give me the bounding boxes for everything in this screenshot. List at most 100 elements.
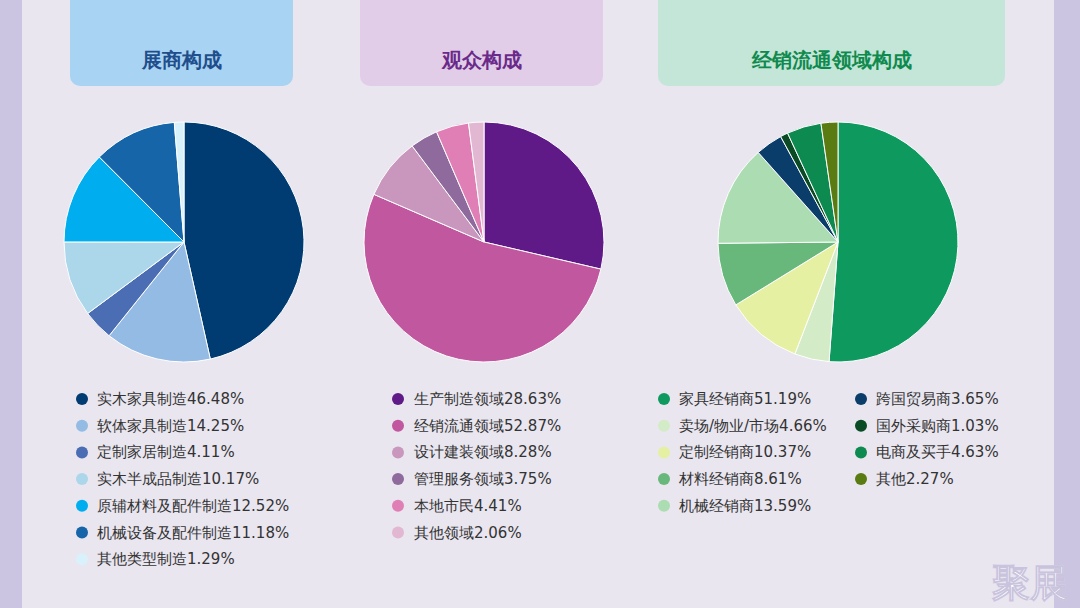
- legend-category: 国外采购商: [876, 417, 951, 435]
- legend-category: 生产制造领域: [414, 390, 504, 408]
- legend-value: 10.17%: [202, 470, 259, 488]
- legend-category: 材料经销商: [678, 470, 754, 488]
- legend-label: 机械经销商13.59%: [679, 497, 811, 515]
- legend-label: 其他领域2.06%: [414, 524, 522, 542]
- pie: [64, 122, 304, 362]
- legend-category: 其他类型制造: [97, 550, 187, 568]
- pie-slice: [829, 122, 958, 362]
- legend-category: 管理服务领域: [414, 470, 504, 488]
- pie: [364, 122, 604, 362]
- legend-swatch: [392, 473, 404, 485]
- legend-category: 原辅材料及配件制造: [97, 497, 232, 515]
- title-box: [70, 0, 293, 86]
- legend-value: 12.52%: [232, 497, 289, 515]
- legend-label: 材料经销商8.61%: [678, 470, 802, 488]
- legend-label: 跨国贸易商3.65%: [876, 390, 999, 408]
- legend-value: 51.19%: [754, 390, 811, 408]
- pie-slice: [99, 122, 184, 242]
- legend-label: 国外采购商1.03%: [876, 417, 999, 435]
- legend-value: 11.18%: [232, 524, 289, 542]
- title-box: [658, 0, 1005, 86]
- legend-category: 软体家具制造: [97, 417, 187, 435]
- legend-value: 2.27%: [906, 470, 954, 488]
- legend-value: 1.03%: [951, 417, 999, 435]
- pie-slice: [64, 242, 184, 314]
- legend-swatch: [392, 446, 404, 458]
- legend-label: 定制家居制造4.11%: [97, 443, 235, 461]
- panel-title: 经销流通领域构成: [751, 48, 912, 72]
- legend-label: 实木家具制造46.48%: [97, 390, 244, 408]
- legend-swatch: [855, 446, 867, 458]
- legend-label: 电商及买手4.63%: [876, 443, 999, 461]
- legend-label: 设计建装领域8.28%: [414, 443, 552, 461]
- legend-value: 52.87%: [504, 417, 561, 435]
- legend-swatch: [658, 500, 670, 512]
- watermark: 聚展: [992, 561, 1068, 605]
- legend-category: 定制经销商: [679, 443, 754, 461]
- legend-category: 跨国贸易商: [876, 390, 951, 408]
- legend-label: 机械设备及配件制造11.18%: [97, 524, 289, 542]
- legend-value: 1.29%: [187, 550, 235, 568]
- legend: 家具经销商51.19% 卖场/物业/市场4.66% 定制经销商10.37% 材料经销商…: [658, 390, 999, 515]
- legend-label: 定制经销商10.37%: [679, 443, 811, 461]
- legend-label: 其他类型制造1.29%: [97, 550, 235, 568]
- legend-category: 本地市民: [414, 497, 474, 515]
- pie: [718, 122, 958, 362]
- legend: 生产制造领域28.63%经销流通领域52.87%设计建装领域8.28%管理服务领…: [392, 390, 561, 542]
- legend-swatch: [76, 446, 88, 458]
- legend-category: 设计建装领域: [414, 443, 504, 461]
- legend-category: 实木家具制造: [97, 390, 187, 408]
- pie-slice: [718, 242, 838, 305]
- legend-label: 经销流通领域52.87%: [414, 417, 561, 435]
- edge-decor: [1054, 0, 1080, 608]
- legend-swatch: [658, 473, 670, 485]
- legend-label: 家具经销商51.19%: [679, 390, 811, 408]
- legend-swatch: [855, 393, 867, 405]
- legend: 实木家具制造46.48%软体家具制造14.25%定制家居制造4.11%实木半成品…: [76, 390, 289, 568]
- legend-label: 软体家具制造14.25%: [97, 417, 244, 435]
- legend-label: 本地市民4.41%: [414, 497, 522, 515]
- legend-value: 14.25%: [187, 417, 244, 435]
- panel: 展商构成实木家具制造46.48%软体家具制造14.25%定制家居制造4.11%实…: [64, 0, 304, 568]
- legend-category: 机械设备及配件制造: [97, 524, 232, 542]
- legend-value: 46.48%: [187, 390, 244, 408]
- legend-swatch: [76, 527, 88, 539]
- title-box: [360, 0, 603, 86]
- panel-title: 展商构成: [141, 48, 222, 72]
- legend-category: 家具经销商: [679, 390, 754, 408]
- legend-swatch: [658, 393, 670, 405]
- legend-label: 实木半成品制造10.17%: [97, 470, 259, 488]
- legend-category: 卖场/物业/市场: [679, 417, 779, 435]
- legend-swatch: [76, 473, 88, 485]
- legend-swatch: [658, 420, 670, 432]
- legend-category: 其他: [876, 470, 906, 488]
- legend-swatch: [76, 500, 88, 512]
- legend-swatch: [392, 393, 404, 405]
- legend-value: 4.63%: [951, 443, 999, 461]
- legend-value: 13.59%: [754, 497, 811, 515]
- legend-label: 原辅材料及配件制造12.52%: [97, 497, 289, 515]
- legend-category: 机械经销商: [679, 497, 754, 515]
- legend-value: 8.61%: [754, 470, 802, 488]
- legend-value: 28.63%: [504, 390, 561, 408]
- legend-category: 其他领域: [414, 524, 474, 542]
- legend-swatch: [658, 446, 670, 458]
- pie-slice: [469, 122, 484, 242]
- legend-category: 经销流通领域: [414, 417, 504, 435]
- legend-label: 其他2.27%: [876, 470, 954, 488]
- legend-value: 4.66%: [779, 417, 827, 435]
- panel-title: 观众构成: [441, 48, 522, 72]
- legend-value: 3.65%: [951, 390, 999, 408]
- legend-label: 卖场/物业/市场4.66%: [679, 417, 827, 435]
- legend-swatch: [392, 527, 404, 539]
- legend-swatch: [392, 420, 404, 432]
- legend-swatch: [855, 473, 867, 485]
- legend-category: 定制家居制造: [97, 443, 187, 461]
- legend-value: 4.11%: [187, 443, 235, 461]
- legend-label: 生产制造领域28.63%: [414, 390, 561, 408]
- legend-swatch: [76, 420, 88, 432]
- legend-value: 8.28%: [504, 443, 552, 461]
- chart-root: 展商构成实木家具制造46.48%软体家具制造14.25%定制家居制造4.11%实…: [0, 0, 1080, 608]
- legend-category: 电商及买手: [876, 443, 951, 461]
- legend-swatch: [392, 500, 404, 512]
